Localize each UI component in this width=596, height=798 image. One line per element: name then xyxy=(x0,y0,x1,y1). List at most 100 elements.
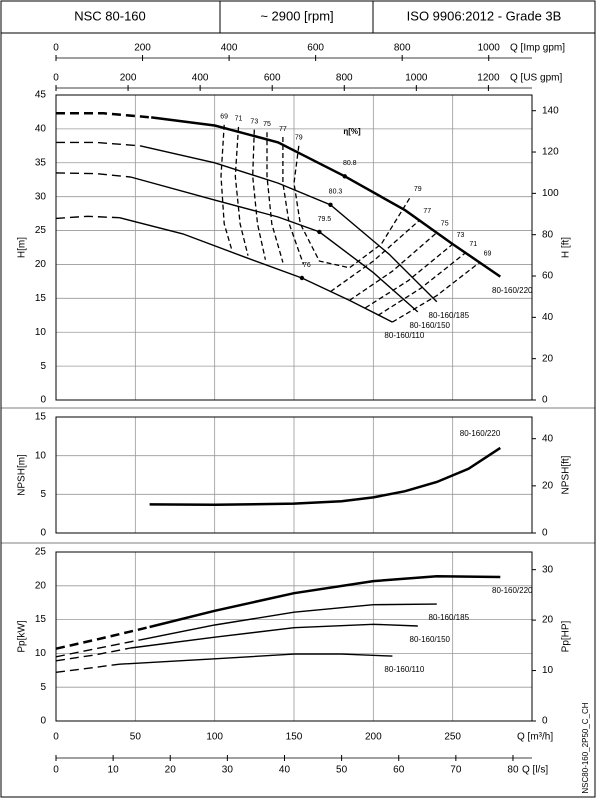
top-axis-tick-label: 0 xyxy=(53,43,59,54)
efficiency-label: 79 xyxy=(295,135,303,142)
curve xyxy=(130,623,418,649)
side-label: NSC80-160_2P50_C_CH xyxy=(581,702,590,793)
bottom-axis-tick-label: 10 xyxy=(108,765,120,776)
y-tick-label: 40 xyxy=(35,124,47,135)
bottom-axis-tick-label: 60 xyxy=(393,765,405,776)
efficiency-title: η[%] xyxy=(343,127,361,136)
y2-tick-label: 40 xyxy=(542,433,554,444)
top-axis-tick-label: 600 xyxy=(264,73,281,84)
efficiency-contour xyxy=(282,137,305,265)
curve xyxy=(130,176,419,313)
bottom-axis-tick-label: 80 xyxy=(507,765,519,776)
efficiency-label: 69 xyxy=(220,114,228,121)
curve-dashed xyxy=(55,625,150,650)
x-tick-label: 50 xyxy=(130,732,142,743)
y2-tick-label: 0 xyxy=(542,395,548,406)
y2-tick-label: 20 xyxy=(542,615,554,626)
bep-label: 79.5 xyxy=(318,216,332,223)
top-axis-tick-label: 200 xyxy=(120,73,137,84)
bep-label: 80.3 xyxy=(329,189,343,196)
y2-tick-label: 20 xyxy=(542,353,554,364)
efficiency-contour xyxy=(252,129,267,260)
efficiency-label: 73 xyxy=(250,118,258,125)
y-tick-label: 10 xyxy=(35,450,47,461)
plot-frame xyxy=(55,94,533,401)
y-tick-label: 5 xyxy=(40,682,46,693)
curve xyxy=(139,145,438,303)
bottom-axis-tick-label: 30 xyxy=(222,765,234,776)
y2-tick-label: 0 xyxy=(542,716,548,727)
efficiency-contour xyxy=(234,126,249,256)
top-axis-tick-label: 1000 xyxy=(478,43,501,54)
x-tick-label: 100 xyxy=(206,732,223,743)
curve-dashed xyxy=(56,112,152,119)
efficiency-contour xyxy=(377,252,466,316)
bep-label: 76 xyxy=(303,262,311,269)
y-tick-label: 35 xyxy=(35,157,47,168)
x-tick-label: 150 xyxy=(286,732,303,743)
y-tick-label: 45 xyxy=(35,90,47,101)
curve-dashed xyxy=(55,639,141,658)
curve-label: 80-160/185 xyxy=(429,613,470,622)
efficiency-label: 79 xyxy=(414,186,422,193)
standard: ISO 9906:2012 - Grade 3B xyxy=(407,8,562,23)
speed: ~ 2900 [rpm] xyxy=(260,8,333,23)
y-tick-label: 20 xyxy=(35,259,47,270)
curve-dashed xyxy=(55,647,131,662)
top-axis-label: Q [US gpm] xyxy=(510,73,562,84)
curve-dashed xyxy=(56,141,141,147)
top-axis-tick-label: 400 xyxy=(192,73,209,84)
curve xyxy=(149,575,501,629)
top-axis-tick-label: 400 xyxy=(221,43,238,54)
efficiency-label: 77 xyxy=(423,208,431,215)
y2-tick-label: 100 xyxy=(542,188,559,199)
y-tick-label: 15 xyxy=(35,293,47,304)
bep-label: 80.8 xyxy=(343,160,357,167)
y2-tick-label: 80 xyxy=(542,229,554,240)
y-tick-label: 0 xyxy=(40,528,46,539)
efficiency-label: 77 xyxy=(279,126,287,133)
top-axis-tick-label: 0 xyxy=(53,73,59,84)
efficiency-label: 71 xyxy=(235,116,243,123)
bottom-axis-tick-label: 70 xyxy=(450,765,462,776)
y-tick-label: 5 xyxy=(40,361,46,372)
bep-point xyxy=(317,229,322,235)
curve-label: 80-160/220 xyxy=(492,286,533,295)
curve-label: 80-160/110 xyxy=(384,331,424,340)
x-axis-label: Q [m³/h] xyxy=(517,732,553,743)
y-axis-label: NPSH[m] xyxy=(17,454,28,496)
curve-label: 80-160/220 xyxy=(460,429,501,438)
y-tick-label: 25 xyxy=(35,547,47,558)
curve-label: 80-160/220 xyxy=(492,586,533,595)
bep-point xyxy=(328,202,333,207)
bottom-axis-label: Q [l/s] xyxy=(522,765,548,776)
y2-tick-label: 60 xyxy=(542,271,554,282)
x-tick-label: 0 xyxy=(53,732,59,743)
y2-tick-label: 30 xyxy=(542,564,554,575)
curve-label: 80-160/185 xyxy=(429,311,470,320)
efficiency-label: 75 xyxy=(441,220,449,227)
plot-frame xyxy=(55,551,533,722)
y-tick-label: 15 xyxy=(35,412,47,423)
y-tick-label: 0 xyxy=(40,395,46,406)
efficiency-contour xyxy=(349,232,438,301)
curve-label: 80-160/110 xyxy=(384,665,424,674)
curve xyxy=(119,217,393,323)
y-tick-label: 5 xyxy=(40,489,46,500)
top-axis-tick-label: 800 xyxy=(336,73,353,84)
model: NSC 80-160 xyxy=(74,8,146,23)
curve-label: 80-160/150 xyxy=(410,321,451,330)
y-tick-label: 10 xyxy=(35,327,47,338)
x-tick-label: 250 xyxy=(444,732,461,743)
y2-tick-label: 140 xyxy=(542,105,559,116)
efficiency-contour xyxy=(266,132,284,263)
efficiency-label: 75 xyxy=(263,121,271,128)
y2-tick-label: 40 xyxy=(542,312,554,323)
y-tick-label: 30 xyxy=(35,191,47,202)
top-axis-tick-label: 600 xyxy=(307,43,324,54)
efficiency-contour xyxy=(330,219,420,293)
y-tick-label: 0 xyxy=(40,716,46,727)
y-axis-label: H[m] xyxy=(17,237,28,258)
